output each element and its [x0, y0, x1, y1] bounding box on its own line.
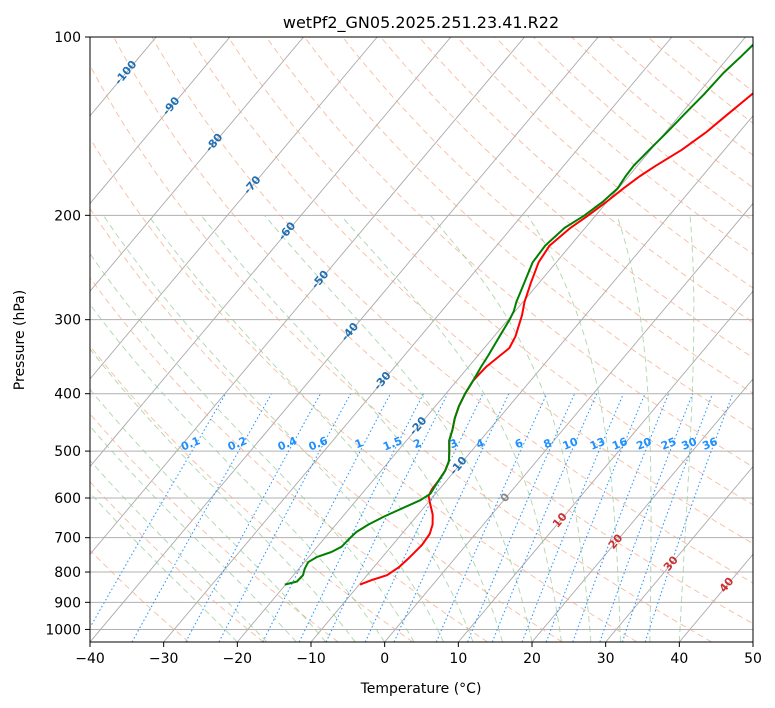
background-lines	[0, 37, 753, 642]
mixing-ratio-line	[467, 393, 576, 642]
isotherm-line	[90, 37, 304, 292]
x-tick-label: 40	[670, 651, 688, 667]
moist-adiabat-line	[90, 459, 268, 642]
x-tick-label: −10	[296, 651, 326, 667]
mixing-ratio-line	[218, 393, 352, 642]
plot-background	[90, 37, 753, 642]
moist-adiabat-line	[200, 215, 503, 642]
dry-adiabat-line	[265, 37, 753, 468]
x-axis-title: Temperature (°C)	[360, 681, 482, 697]
dry-adiabat-line	[494, 37, 753, 255]
mixing-ratio-line	[545, 393, 646, 642]
isotherm-line	[90, 37, 452, 468]
dry-adiabat-line	[90, 64, 712, 642]
plot-frame	[89, 36, 754, 643]
x-tick-label: 50	[744, 651, 762, 667]
mixing-ratio-label: 30	[680, 435, 699, 453]
dry-adiabat-line	[189, 37, 753, 545]
mixing-ratio-line	[599, 393, 694, 642]
moist-adiabat-line	[678, 215, 695, 642]
mixing-ratio-label: 25	[659, 435, 678, 453]
dry-adiabat-line	[571, 37, 753, 189]
moist-adiabat-line	[90, 252, 415, 642]
y-tick-label: 200	[54, 208, 81, 224]
moist-adiabat-line	[90, 492, 238, 642]
mixing-ratio-line	[185, 393, 321, 642]
x-tick-label: −20	[223, 651, 253, 667]
x-tick-label: 0	[380, 651, 389, 667]
y-tick-label: 300	[54, 313, 81, 329]
isotherm-line	[531, 378, 753, 642]
mixing-ratio-label: 2	[411, 436, 423, 451]
mixing-ratio-line	[364, 393, 484, 642]
mixing-ratio-line	[393, 393, 510, 642]
mixing-ratio-label: 10	[561, 435, 580, 453]
y-tick-label: 1000	[45, 622, 81, 638]
mixing-ratio-line	[262, 393, 391, 642]
moist-adiabat-line	[340, 215, 562, 642]
moist-adiabat-line	[616, 215, 652, 642]
dry-adiabat-line	[227, 37, 753, 506]
moist-adiabat-line	[90, 303, 386, 642]
isotherm-line	[90, 37, 599, 642]
isotherm-line	[163, 37, 673, 642]
isotherm-line	[384, 202, 753, 642]
profile-lines	[284, 43, 753, 586]
mixing-ratio-line	[491, 393, 598, 642]
x-tick-label: 20	[523, 651, 541, 667]
isotherm-line	[0, 37, 9, 642]
x-tick-label: −30	[149, 651, 179, 667]
y-tick-label: 900	[54, 595, 81, 611]
mixing-ratio-line	[572, 393, 670, 642]
dry-adiabat-line	[90, 481, 264, 642]
isotherm-line	[90, 37, 525, 556]
isotherm-line	[752, 641, 753, 642]
y-tick-label: 400	[54, 387, 81, 403]
profile-series-1	[359, 91, 753, 586]
mixing-ratio-label: 8	[542, 436, 554, 451]
y-tick-label: 700	[54, 531, 81, 547]
axes: −40 −30 −20 −10 0 10 20 30 40 50 100 200 300 400 500 60…	[45, 30, 762, 667]
x-tick-label: 30	[597, 651, 615, 667]
mixing-ratio-line	[521, 393, 624, 642]
dry-adiabat-line	[90, 137, 638, 642]
isotherm-line	[90, 37, 378, 380]
mixing-ratio-line	[131, 393, 272, 642]
mixing-ratio-label: 20	[634, 435, 653, 453]
dry-adiabat-line	[533, 37, 753, 222]
y-tick-label: 100	[54, 30, 81, 46]
dry-adiabat-line	[304, 37, 753, 431]
dry-adiabat-line	[151, 37, 753, 584]
mixing-ratio-label: 1	[353, 436, 365, 451]
moist-adiabat-line	[264, 215, 533, 642]
dry-adiabat-line	[380, 37, 753, 359]
x-tick-label: 10	[449, 651, 467, 667]
chart-title: wetPf2_GN05.2025.251.23.41.R22	[283, 13, 559, 33]
moist-adiabat-line	[527, 215, 621, 642]
moist-adiabat-line	[103, 215, 445, 642]
isotherm-line	[457, 290, 753, 642]
isotherm-line	[605, 465, 753, 642]
dry-adiabat-line	[90, 345, 414, 642]
mixing-ratio-label: 16	[610, 435, 629, 453]
y-tick-label: 600	[54, 491, 81, 507]
y-tick-label: 800	[54, 565, 81, 581]
x-tick-label: −40	[75, 651, 105, 667]
mixing-ratio-label: 3	[448, 436, 460, 451]
profile-series-2	[284, 43, 753, 586]
mixing-ratio-line	[435, 393, 548, 642]
dry-adiabat-line	[342, 37, 753, 394]
mixing-ratio-label: 13	[588, 435, 607, 453]
moist-adiabat-line	[90, 348, 356, 642]
isotherm-line	[90, 37, 231, 205]
y-axis-title: Pressure (hPa)	[12, 290, 28, 390]
dry-adiabat-line	[113, 37, 753, 625]
y-tick-label: 500	[54, 444, 81, 460]
mixing-ratio-label: 36	[700, 435, 719, 453]
moist-adiabat-line	[430, 215, 592, 642]
